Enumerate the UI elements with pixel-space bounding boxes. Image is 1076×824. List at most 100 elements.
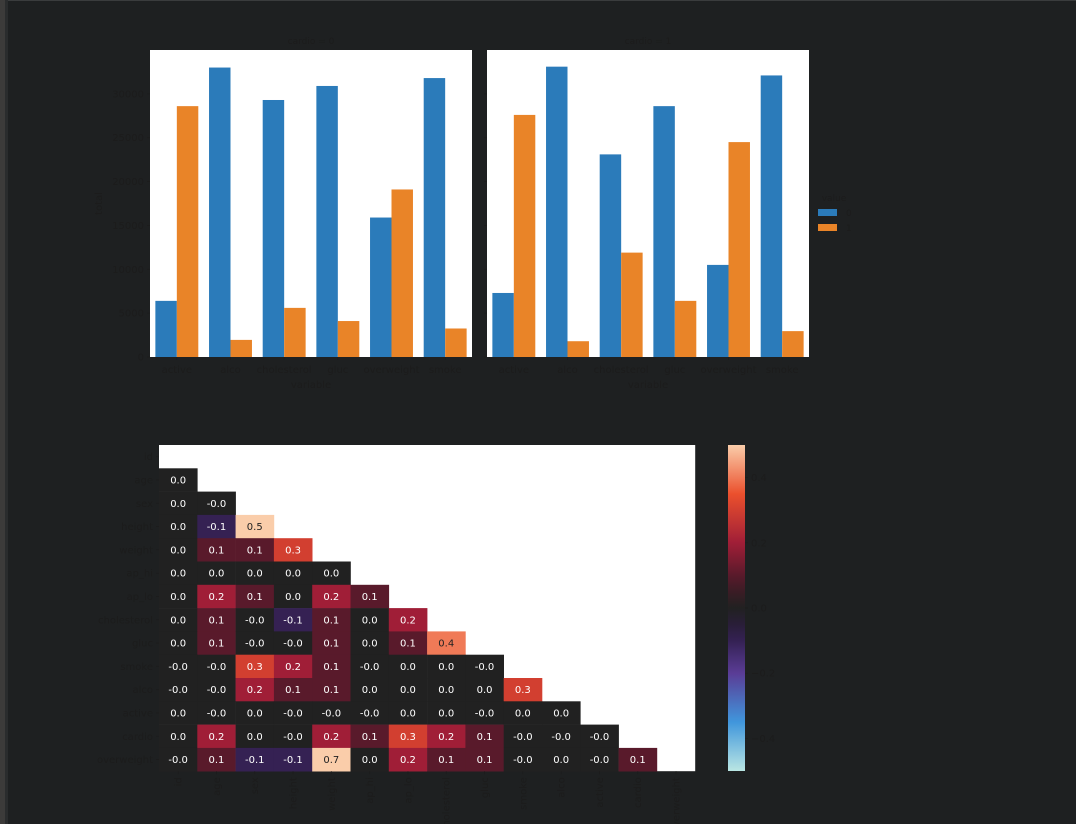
heatmap-cell [350,608,390,632]
heatmap-cell [197,608,236,632]
x-tick-label: smoke [766,365,799,376]
heatmap-cell-label: -0.0 [513,732,533,743]
heatmap-cell [350,701,390,725]
heatmap-cell-label: 0.0 [285,592,301,603]
heatmap-x-tick-label: ap_hi [365,777,376,804]
heatmap-cell [465,724,504,749]
heatmap-y-tick-label: sex [136,499,153,510]
heatmap-cell-label: 0.4 [438,639,454,650]
legend-title: value [822,194,847,204]
heatmap-cell [388,654,428,679]
bar [284,307,306,357]
bar [337,321,360,357]
bar [546,66,568,357]
bar [760,75,783,358]
heatmap-cell-label: -0.0 [207,708,227,719]
heatmap-cell [197,514,236,539]
heatmap-cell [197,631,236,655]
heatmap-cell-label: 0.2 [400,615,416,626]
heatmap-cell [388,747,428,772]
bar [176,106,199,357]
bar [445,328,467,357]
heatmap-cell [273,538,313,562]
y-tick-label: 10000 [112,265,144,276]
x-tick-label: alco [220,365,241,376]
heatmap-cell-label: 0.2 [323,732,339,743]
heatmap-x-tick-label: cholesterol [442,777,453,824]
heatmap-cell-label: 0.0 [247,569,263,580]
heatmap-cell [580,724,619,749]
heatmap-cell-label: 0.5 [247,522,263,533]
heatmap-cell-label: 0.1 [208,545,224,556]
heatmap-cell-label: -0.0 [513,755,533,766]
heatmap-cell [427,631,466,655]
output-scroll-track[interactable] [5,0,8,824]
heatmap-cell-label: 0.0 [438,662,454,673]
heatmap-cell [427,747,466,772]
heatmap-cell-label: 0.1 [362,592,378,603]
heatmap-cell-label: 0.0 [170,522,186,533]
heatmap-cell-label: -0.0 [207,685,227,696]
heatmap-cell-label: 0.2 [208,732,224,743]
bar [370,217,392,357]
bar-panel-background [150,50,472,357]
heatmap-cell-label: -0.1 [207,522,227,533]
bar-panel-title: cardio = 0 [288,37,335,47]
heatmap-x-tick-label: age [212,777,223,796]
heatmap-cell [618,747,658,772]
heatmap-cell [235,701,275,725]
heatmap-y-tick-label: age [134,475,153,486]
heatmap-cell-label: -0.0 [245,639,265,650]
bar [653,106,675,357]
heatmap-cell [350,654,390,679]
heatmap-cell-label: 0.1 [208,639,224,650]
heatmap-cell [273,724,313,749]
heatmap-x-tick-label: active [595,777,606,807]
heatmap-cell [312,584,351,609]
heatmap-cell-label: 0.3 [515,685,531,696]
heatmap-y-tick-label: height [121,522,153,533]
heatmap-cell-label: 0.0 [323,569,339,580]
heatmap-cell [273,608,313,632]
bar-chart-figure: cardio = 0 active alco cholesterol gluc overw… [94,37,852,391]
heatmap-cell-label: 0.0 [170,615,186,626]
heatmap-cell-label: -0.0 [245,615,265,626]
window-left-border [0,0,5,824]
x-tick-label: active [162,365,192,376]
heatmap-cell-label: -0.0 [207,499,227,510]
x-tick-label: overweight [363,365,419,376]
heatmap-x-tick-label: overweight [672,777,683,824]
bar [599,154,622,357]
heatmap-cell [312,747,351,772]
bar [567,341,589,357]
heatmap-cell-label: 0.1 [208,615,224,626]
heatmap-figure: 0.0 0.0 -0.0 0.0 -0.1 0.5 0.0 0.1 0.1 0.3 0.0 0.0 0.… [97,445,775,824]
heatmap-cell [197,701,236,725]
heatmap-cell-label: -0.0 [475,708,495,719]
legend-entry-label: 0 [846,209,852,219]
heatmap-x-tick-label: sex [250,777,261,794]
heatmap-x-tick-label: id [174,777,185,786]
heatmap-cell-label: 0.0 [362,639,378,650]
heatmap-cell-label: -0.1 [283,755,303,766]
colorbar-tick-label: 0.4 [751,473,767,484]
heatmap-y-tick-label: id [144,452,153,463]
heatmap-cell [197,678,236,702]
heatmap-cell [159,514,198,539]
colorbar-tick-label: 0.0 [751,604,767,615]
heatmap-cell [159,491,198,516]
heatmap-cell [312,631,351,655]
heatmap-cell [159,468,198,492]
heatmap-cell [273,747,313,772]
bar-panel-background [487,50,809,357]
x-tick-label: active [499,365,529,376]
heatmap-cell-label: 0.1 [323,662,339,673]
heatmap-cell [159,701,198,725]
heatmap-cell [159,631,198,655]
heatmap-cell [197,747,236,772]
heatmap-cell-label: 0.1 [630,755,646,766]
heatmap-cell [465,654,504,679]
y-axis-label: total [94,192,105,215]
heatmap-cell-label: 0.1 [247,545,263,556]
y-tick-label: 5000 [119,309,144,320]
